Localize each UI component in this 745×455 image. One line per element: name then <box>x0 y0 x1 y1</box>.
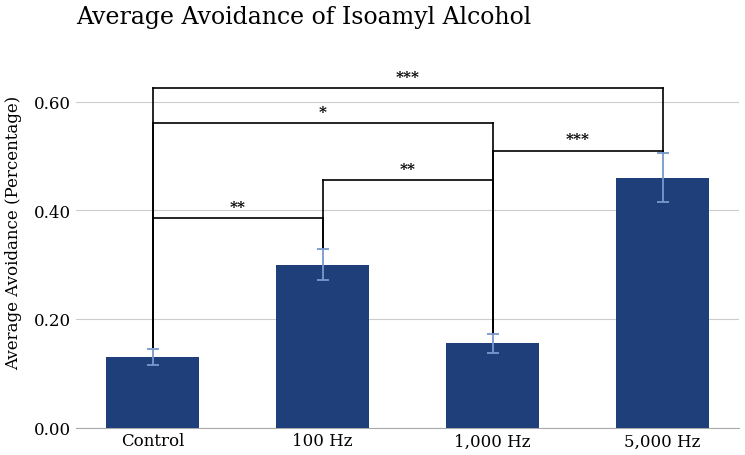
Bar <box>276 265 370 428</box>
Text: Average Avoidance of Isoamyl Alcohol: Average Avoidance of Isoamyl Alcohol <box>76 5 531 29</box>
Text: ***: *** <box>565 133 589 147</box>
Bar <box>446 344 539 428</box>
Text: *: * <box>319 106 326 120</box>
Text: **: ** <box>399 163 416 177</box>
Y-axis label: Average Avoidance (Percentage): Average Avoidance (Percentage) <box>5 96 22 369</box>
Bar <box>106 357 200 428</box>
Text: **: ** <box>229 201 246 215</box>
Bar <box>616 178 709 428</box>
Text: ***: *** <box>396 71 419 85</box>
